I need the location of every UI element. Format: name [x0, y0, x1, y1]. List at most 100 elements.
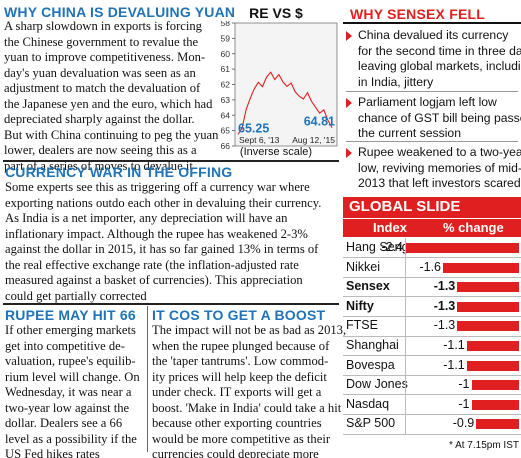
rupee-dollar-chart: RE VS $ 58 59 60 61 62 63 64 65 66 65.25 64.81 Sept… [211, 3, 341, 160]
china-line: day's yuan devaluation was seen as an [4, 65, 196, 80]
table-row: Shanghai -1.1 [343, 336, 521, 356]
sensex-reason-line: chance of GST bill being passed in [358, 110, 521, 125]
change-value: -1.3 [433, 298, 456, 313]
table-row: FTSE -1.3 [343, 316, 521, 336]
change-bar [405, 243, 519, 253]
itcos-body: The impact will not be as bad as 2013, wh… [152, 323, 347, 458]
itcos-heading: IT COS TO GET A BOOST [152, 307, 326, 323]
currency-line: against the dollar in 2015, it has so fa… [5, 242, 319, 256]
row-separator [343, 413, 521, 415]
row-separator [343, 374, 521, 376]
rupee-line: get into competitive de- [5, 338, 125, 353]
currency-body: Some experts see this as triggering off … [5, 180, 341, 304]
y-tick-label: 59 [221, 33, 231, 43]
x-label-end: Aug 12, '15 [292, 135, 335, 145]
currency-line: As India is a net importer, any deprecia… [5, 211, 288, 225]
start-value-label: 65.25 [238, 121, 269, 135]
change-bar [457, 301, 519, 312]
index-name: Hang Seng [346, 240, 409, 254]
itcos-line: The impact will not be as bad as 2013, [152, 323, 347, 337]
china-line: the Chinese government to revalue the [4, 34, 199, 49]
arrow-right-icon [346, 31, 352, 41]
table-row: Bovespa -1.1 [343, 356, 521, 376]
global-heading-text: GLOBAL SLIDE [349, 198, 461, 215]
end-value-label: 64.81 [304, 115, 335, 129]
rupee-line: rium level will change. On [5, 369, 140, 384]
table-row: Sensex -1.3 [343, 277, 521, 297]
sensex-reason-line: the current session [358, 126, 461, 140]
itcos-line: when the rupee plunged because of [152, 338, 330, 353]
table-row: Nasdaq -1 [343, 395, 521, 415]
sensex-reason: Rupee weakened to a two-year low, revivin… [346, 145, 521, 192]
rupee-line: valuation, rupee's equilib- [5, 354, 136, 368]
sensex-reason-text: China devalued its currency for the secon… [346, 28, 521, 90]
currency-line: exporting nations outdo each other in de… [5, 195, 322, 210]
table-row: Hang Seng -2.4 [343, 238, 521, 258]
arrow-right-icon [346, 148, 352, 158]
sensex-reason-line: Parliament logjam left low [358, 95, 497, 109]
row-separator [343, 257, 521, 259]
col-index-header: Index [373, 220, 407, 235]
table-row: Dow Jones -1 [343, 375, 521, 395]
table-row: S&P 500 -0.9 [343, 414, 521, 434]
china-line: lower, dealers are now seeing this as a [4, 143, 197, 157]
china-line: A sharp slowdown in exports is forcing [4, 19, 202, 33]
y-tick-label: 65 [221, 126, 231, 136]
index-name: FTSE [346, 318, 378, 333]
change-value: -1 [458, 377, 470, 392]
arrow-right-icon [346, 98, 352, 108]
row-separator [343, 394, 521, 396]
itcos-line: would be more competitive as their [152, 431, 331, 446]
change-value: -1.1 [443, 357, 465, 372]
china-line: yuan to improve competitiveness. Mon- [4, 50, 206, 64]
row-separator [343, 276, 521, 278]
change-value: -0.9 [452, 416, 475, 431]
table-column-divider [405, 238, 406, 434]
itcos-line: boost. 'Make in India' could take a hit [152, 400, 342, 415]
china-line: depreciated sharply against the dollar. [4, 112, 195, 126]
rupee-line: If other emerging markets [5, 323, 136, 337]
china-body: A sharp slowdown in exports is forcing th… [4, 19, 218, 174]
col-change-header: % change [443, 220, 504, 235]
row-separator [343, 355, 521, 357]
change-bar [476, 419, 519, 430]
change-value: -1.1 [443, 338, 465, 352]
row-separator [343, 315, 521, 317]
sensex-reason-line: Rupee weakened to a two-year [358, 145, 521, 159]
change-bar [466, 341, 519, 351]
series-line [237, 71, 333, 135]
china-line: the Japanese yen and the euro, which had [4, 96, 213, 111]
china-line: adjustment to match the devaluation of [4, 81, 201, 95]
itcos-line: currencies could depreciate more [152, 447, 319, 458]
rupee-heading: RUPEE MAY HIT 66 [5, 307, 136, 323]
china-line: part of a series of moves to devalue it [4, 158, 193, 173]
change-value: -1.3 [433, 279, 456, 294]
sensex-reason: Parliament logjam left low chance of GST … [346, 95, 521, 142]
sensex-reason: China devalued its currency for the secon… [346, 28, 521, 90]
global-table-header: Index % change [343, 219, 521, 237]
row-separator [343, 335, 521, 337]
sensex-reason-line: leaving global markets, including [358, 59, 521, 73]
row-separator [343, 296, 521, 298]
divider-currency [3, 160, 339, 162]
y-tick-label: 66 [221, 141, 231, 151]
itcos-line: because other exporting countries [152, 416, 322, 430]
index-name: Nasdaq [346, 396, 390, 411]
x-label-start: Sept 6, '13 [239, 135, 280, 145]
change-value: -1 [458, 396, 470, 411]
rupee-line: dollar. Dealers see a 66 [5, 416, 123, 430]
rupee-line: level as a possibility if the [5, 431, 137, 446]
sensex-reason-text: Rupee weakened to a two-year low, revivin… [346, 145, 521, 192]
index-name: S&P 500 [346, 416, 396, 431]
index-name: Bovespa [346, 357, 395, 372]
sensex-reason-line: for the second time in three days, [358, 43, 521, 58]
table-row: Nikkei -1.6 [343, 258, 521, 278]
currency-line: Some experts see this as triggering off … [5, 180, 310, 194]
change-bar [443, 262, 519, 273]
china-heading: WHY CHINA IS DEVALUING YUAN [4, 4, 236, 20]
y-tick-label: 62 [221, 80, 231, 90]
y-tick-label: 63 [221, 95, 231, 105]
change-value: -2.4 [381, 240, 403, 254]
change-bar [466, 360, 519, 371]
y-tick-label: 64 [221, 110, 231, 120]
